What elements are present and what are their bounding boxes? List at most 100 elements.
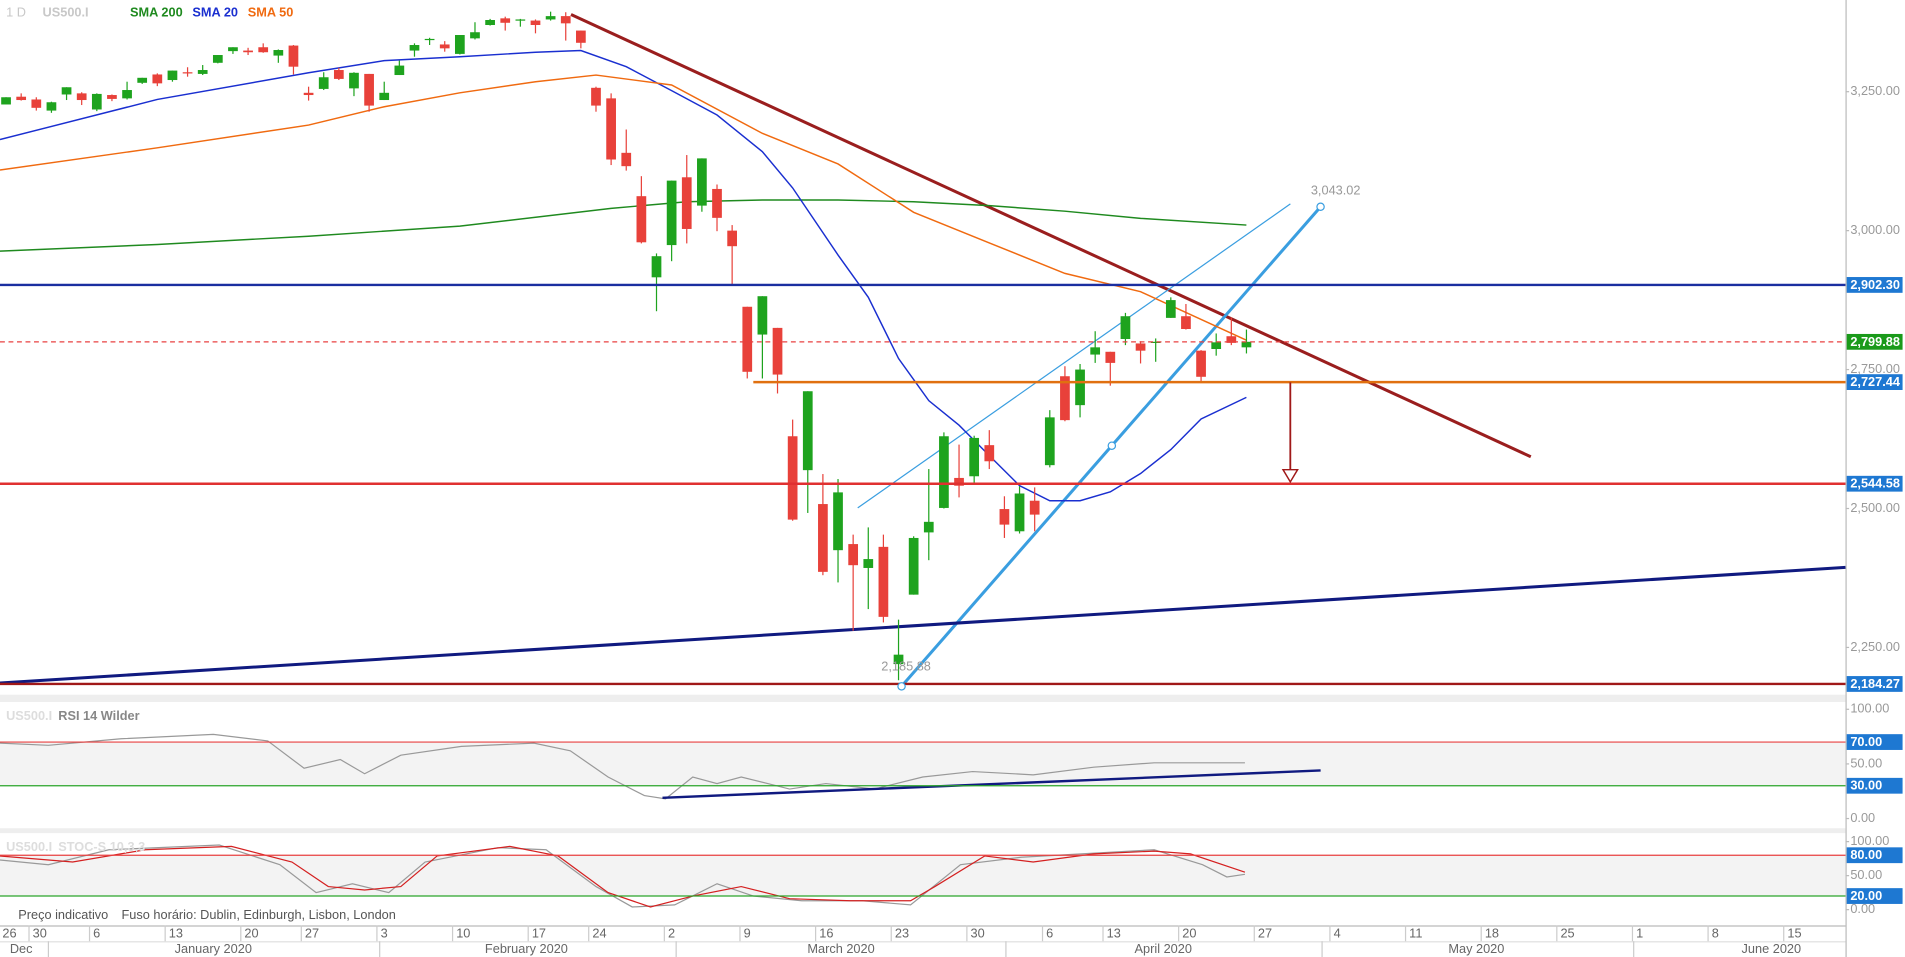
candle-body [1,97,11,105]
candle-body [681,177,692,229]
annotation: 3,043.02 [1311,182,1361,197]
x-tick-label: 30 [971,925,985,940]
candle-body [182,72,193,74]
trend-handle [1107,441,1117,450]
x-tick-label: 17 [532,925,546,940]
level-label-box [1846,475,1903,492]
y-tick-label: 100.00 [1850,833,1889,848]
candle-body [485,20,495,26]
candle-body [1226,336,1237,343]
candle-body [712,188,722,218]
month-label: June 2020 [1742,941,1802,956]
candle-body [863,559,874,568]
level-label: 80.00 [1850,847,1882,862]
level-label-box [1846,734,1903,750]
x-tick-label: 16 [819,925,833,940]
x-tick-label: 26 [2,925,16,940]
candle-body [500,18,511,23]
candle-body [167,70,178,81]
trend-line [662,769,1321,799]
candle-body [1120,316,1131,340]
x-tick-label: 6 [93,925,100,940]
x-tick-label: 27 [305,925,319,940]
indicator-band [0,742,1846,786]
candle-body [984,445,995,462]
candle-body [576,30,586,43]
x-tick-label: 20 [244,925,258,940]
x-tick-label: 9 [744,925,751,940]
candle-body [1090,347,1101,355]
candle-body [742,306,753,372]
panel-divider [0,694,1846,702]
x-tick-label: 4 [1334,925,1341,940]
candle-body [1241,341,1252,348]
x-tick-label: 15 [1787,925,1801,940]
candle-body [787,436,798,520]
candle-body [1075,369,1085,406]
candle-body [76,93,87,101]
x-tick-label: 10 [456,925,470,940]
level-label: 30.00 [1850,778,1882,793]
x-tick-label: 8 [1712,925,1719,940]
legend-entry: SMA 200 [130,5,183,20]
candle-body [303,92,314,96]
candle-body [939,436,949,508]
level-label: 2,727.44 [1850,374,1901,389]
candle-body [1135,343,1146,351]
level-label: 20.00 [1850,888,1882,903]
candle-body [349,72,359,89]
level-label-box [1846,888,1903,904]
y-tick-label: 0.00 [1850,810,1875,825]
indicator-title: STOC-S 10,3,3 [58,839,145,854]
level-label: 2,799.88 [1850,334,1900,349]
y-tick-label: 3,000.00 [1850,222,1900,237]
candle-body [757,296,768,335]
candle-body [16,96,27,101]
x-tick-label: 3 [381,925,388,940]
candle-body [606,98,616,160]
indicator-band [0,855,1846,897]
candle-body [91,93,102,110]
candle-body [197,70,208,74]
y-tick-label: 2,750.00 [1850,361,1900,376]
candle-body [409,45,420,51]
candle-body [727,230,737,247]
candle-body [1211,342,1222,350]
candle-body [1060,376,1070,421]
candle-body [545,16,556,20]
candle-body [122,90,132,99]
month-label: Dec [10,941,33,956]
candle-body [560,16,571,24]
level-label-box [1846,847,1903,864]
candle-body [424,38,435,41]
x-tick-label: 13 [169,925,183,940]
candle-body [1150,341,1161,343]
x-tick-label: 27 [1258,925,1272,940]
indicator-title: RSI 14 Wilder [58,708,139,723]
sma-line [0,199,1247,252]
x-tick-label: 2 [668,925,675,940]
candle-body [46,102,57,111]
candle-body [1181,316,1191,329]
panel-divider [0,828,1846,834]
target-arrow-head [1281,468,1299,484]
trend-line [0,565,1846,685]
candle-body [364,73,374,106]
y-tick-label: 0.00 [1850,901,1875,916]
symbol: US500.I [43,5,89,20]
sma-line [0,74,1247,341]
candle-body [969,437,980,477]
level-label-box [1846,676,1903,692]
indicator-line [0,845,1246,908]
candle-body [288,45,299,67]
candle-body [394,65,405,76]
candle-body [152,74,163,84]
level-label: 2,902.30 [1850,277,1900,292]
candle-body [833,492,843,551]
candle-body [878,546,889,617]
candle-body [591,87,601,106]
x-tick-label: 11 [1409,925,1422,940]
